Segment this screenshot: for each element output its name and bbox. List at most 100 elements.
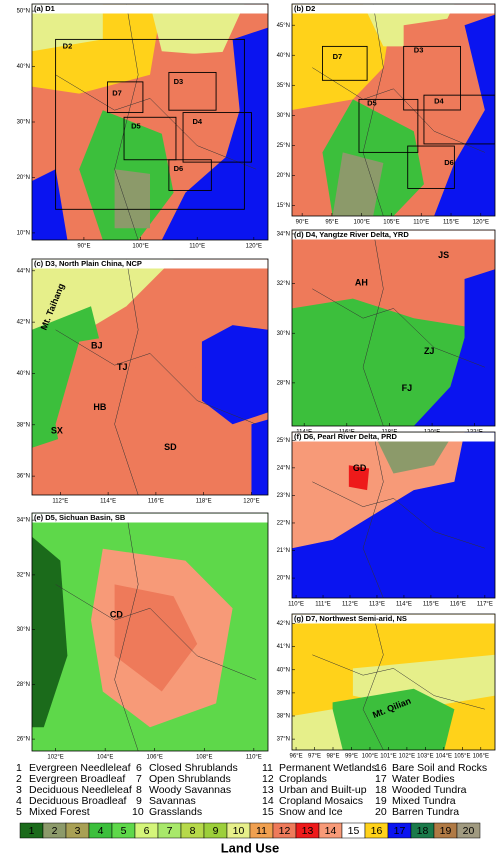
legend-name: Woody Savannas [149, 784, 231, 796]
colorbar-label: 15 [348, 825, 360, 837]
region-label: TJ [117, 362, 128, 372]
region-label: CD [110, 610, 123, 620]
x-tick-label: 105°E [454, 754, 470, 760]
boundary [114, 259, 139, 495]
land-use-area [114, 169, 150, 229]
land-use-area [32, 536, 68, 728]
x-tick-label: 118°E [196, 499, 212, 505]
land-use-area [292, 709, 343, 750]
land-use-area [292, 4, 394, 110]
x-tick-label: 117°E [477, 602, 493, 608]
x-tick-label: 116°E [450, 602, 466, 608]
x-tick-label: 90°E [296, 220, 309, 226]
legend-name: Urban and Built-up [279, 784, 367, 796]
y-tick-label: 25°N [277, 438, 290, 444]
y-tick-label: 28°N [17, 682, 30, 688]
region-label: HB [93, 402, 106, 412]
panel-label: (e) D5, Sichuan Basin, SB [34, 513, 126, 522]
colorbar-label: 6 [144, 825, 150, 837]
map [292, 614, 495, 750]
domain-box [182, 112, 252, 163]
boundary [55, 584, 257, 680]
panel-label-bg [32, 259, 268, 269]
map-frame [291, 3, 496, 217]
land-use-area [114, 584, 198, 692]
legend-name: Permanent Wetlands [279, 762, 377, 774]
boundary [312, 481, 485, 549]
legend-number: 15 [262, 806, 274, 818]
legend-number: 17 [375, 773, 387, 785]
legend-number: 3 [16, 784, 22, 796]
y-tick-label: 21°N [277, 548, 290, 554]
x-tick-label: 112°E [52, 499, 68, 505]
panel-label: (c) D3, North Plain China, NCP [34, 259, 142, 268]
map [32, 513, 268, 751]
x-tick-label: 104°E [97, 755, 113, 761]
land-use-area [373, 432, 455, 474]
y-tick-label: 22°N [277, 521, 290, 527]
x-tick-label: 115°E [443, 220, 459, 226]
y-tick-label: 30°N [17, 627, 30, 633]
map-frame [291, 229, 496, 427]
y-tick-label: 42°N [277, 621, 290, 627]
x-tick-label: 120°E [246, 244, 262, 250]
map-frame [31, 512, 269, 752]
legend-number: 1 [16, 762, 22, 774]
x-tick-label: 101°E [380, 754, 396, 760]
panel-label: (b) D2 [294, 4, 315, 13]
x-tick-label: 110°E [246, 755, 262, 761]
x-tick-label: 110°E [288, 602, 304, 608]
legend-name: Savannas [149, 795, 196, 807]
domain-box [55, 38, 245, 210]
map-frame [291, 431, 496, 599]
legend-number: 7 [136, 773, 142, 785]
x-tick-label: 104°E [436, 754, 452, 760]
y-tick-label: 45°N [277, 23, 290, 29]
domain-box [407, 145, 455, 189]
panel-label-bg [32, 513, 268, 523]
panel-label-bg [292, 230, 495, 240]
panel-label: (d) D4, Yangtze River Delta, YRD [294, 230, 409, 239]
y-tick-label: 38°N [17, 422, 30, 428]
region-label: D3 [414, 46, 424, 55]
legend-number: 19 [375, 795, 387, 807]
region-label: BJ [91, 341, 103, 351]
legend-number: 8 [136, 784, 142, 796]
land-use-area [348, 465, 370, 491]
legend-name: Closed Shrublands [149, 762, 238, 774]
region-label: FJ [402, 383, 413, 393]
legend-number: 9 [136, 795, 142, 807]
x-tick-label: 103°E [417, 754, 433, 760]
legend-name: Evergreen Needleleaf [29, 762, 131, 774]
region-label: GD [353, 463, 367, 473]
y-tick-label: 20°N [17, 175, 30, 181]
map-panel: (d) D4, Yangtze River Delta, YRD114°E116… [277, 229, 496, 436]
region-label: D4 [192, 117, 202, 126]
y-tick-label: 30°N [277, 113, 290, 119]
map [292, 230, 495, 426]
boundary [114, 513, 139, 751]
x-tick-label: 106°E [147, 755, 163, 761]
y-tick-label: 44°N [17, 268, 30, 274]
y-tick-label: 26°N [17, 737, 30, 743]
colorbar-label: 13 [302, 825, 314, 837]
colorbar-label: 19 [440, 825, 452, 837]
boundary [55, 74, 257, 170]
land-use-area [292, 432, 495, 598]
legend-name: Mixed Forest [29, 806, 90, 818]
y-tick-label: 36°N [17, 474, 30, 480]
colorbar-label: 9 [213, 825, 219, 837]
land-use-area [332, 152, 384, 216]
y-tick-label: 34°N [17, 518, 30, 524]
panel-label: (a) D1 [34, 4, 55, 13]
colorbar-label: 7 [167, 825, 173, 837]
region-label: SX [51, 426, 63, 436]
y-tick-label: 30°N [277, 331, 290, 337]
y-tick-label: 37°N [277, 737, 290, 743]
boundary [362, 614, 384, 750]
domain-box [168, 159, 212, 191]
legend-name: Grasslands [149, 806, 202, 818]
land-use-area [413, 269, 495, 426]
map-panel: (f) D6, Pearl River Delta, PRD 110°E 111°E… [277, 431, 496, 608]
x-tick-label: 102°E [47, 755, 63, 761]
